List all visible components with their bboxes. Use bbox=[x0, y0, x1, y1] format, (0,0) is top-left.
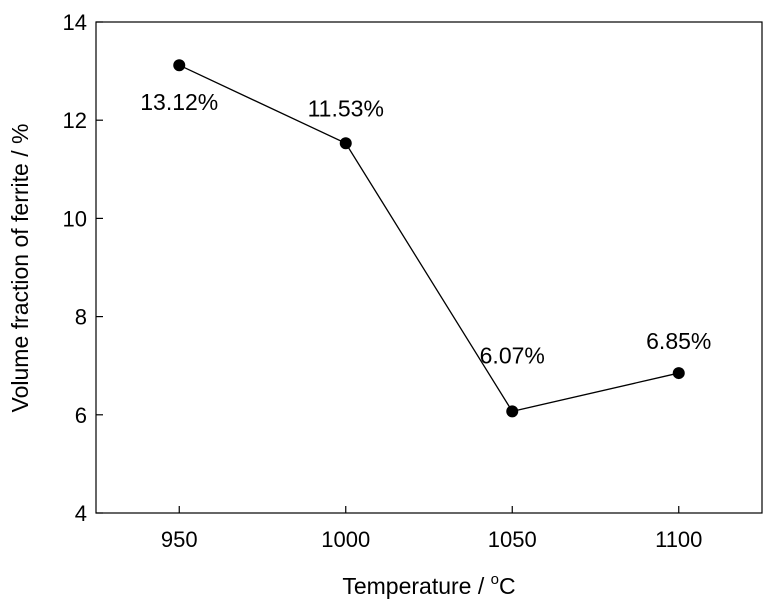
x-tick-label: 1000 bbox=[321, 527, 370, 552]
plot-frame bbox=[95, 21, 763, 514]
y-tick-label: 12 bbox=[63, 108, 87, 133]
data-label: 6.07% bbox=[480, 342, 545, 368]
x-axis-title: Temperature / oC bbox=[342, 571, 515, 599]
x-axis: 950 1000 1050 1100 bbox=[161, 506, 702, 552]
y-tick-label: 6 bbox=[75, 403, 87, 428]
data-point bbox=[506, 405, 519, 418]
data-point bbox=[339, 137, 352, 150]
series-line bbox=[178, 64, 679, 413]
data-point bbox=[173, 59, 186, 72]
data-label: 13.12% bbox=[140, 89, 218, 115]
data-label: 11.53% bbox=[308, 95, 384, 121]
data-point bbox=[672, 367, 685, 380]
y-tick-label: 14 bbox=[63, 10, 87, 35]
data-points bbox=[173, 59, 685, 418]
data-label: 6.85% bbox=[646, 328, 711, 354]
data-labels: 13.12% 11.53% 6.07% 6.85% bbox=[140, 89, 711, 368]
y-axis-title: Volume fraction of ferrite / % bbox=[7, 124, 33, 413]
y-tick-label: 4 bbox=[75, 501, 87, 526]
x-tick-label: 950 bbox=[161, 527, 198, 552]
x-tick-label: 1100 bbox=[655, 527, 702, 552]
y-tick-label: 8 bbox=[75, 305, 87, 330]
y-tick-label: 10 bbox=[63, 206, 87, 231]
x-tick-label: 1050 bbox=[488, 527, 537, 552]
y-axis: 4 6 8 10 12 14 bbox=[63, 10, 103, 526]
